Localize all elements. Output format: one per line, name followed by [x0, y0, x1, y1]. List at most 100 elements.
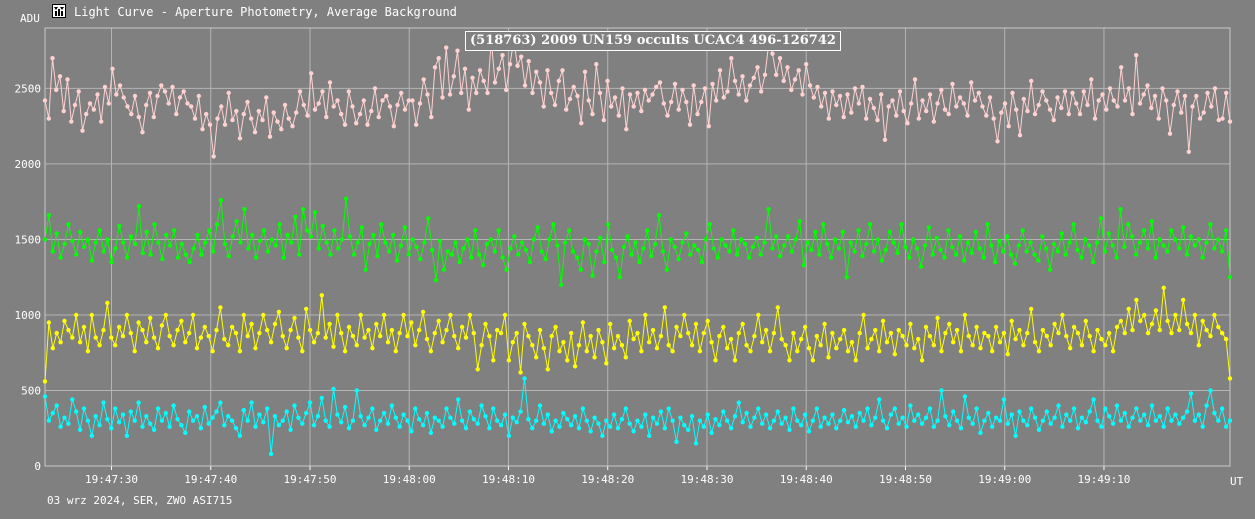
data-point	[775, 409, 780, 414]
data-point	[61, 108, 66, 114]
data-point	[128, 234, 134, 239]
data-point	[312, 107, 318, 112]
data-point	[316, 101, 321, 106]
data-point	[572, 414, 578, 419]
data-point	[491, 358, 496, 363]
data-point	[72, 102, 78, 108]
data-point	[214, 327, 219, 333]
data-point	[335, 98, 340, 103]
data-point	[985, 222, 990, 227]
data-point	[1032, 415, 1038, 420]
data-point	[598, 235, 603, 241]
data-point	[836, 246, 842, 251]
data-point	[1173, 312, 1178, 318]
data-point	[226, 253, 231, 259]
data-point	[966, 415, 971, 420]
data-point	[488, 237, 493, 242]
data-point	[331, 386, 336, 392]
data-point	[510, 415, 515, 420]
data-point	[215, 116, 220, 121]
data-point	[200, 127, 205, 132]
data-point	[177, 95, 183, 100]
data-point	[747, 83, 753, 88]
data-point	[783, 343, 788, 348]
data-point	[1200, 255, 1205, 260]
data-point	[1126, 424, 1131, 429]
data-point	[459, 324, 465, 330]
data-point	[564, 107, 569, 112]
data-point	[393, 349, 398, 354]
data-point	[845, 420, 851, 425]
data-point	[1090, 259, 1096, 265]
data-point	[1186, 149, 1192, 154]
data-point	[654, 421, 660, 426]
data-point	[635, 90, 640, 96]
data-point	[693, 441, 699, 446]
data-point	[155, 93, 160, 99]
data-point	[109, 335, 114, 340]
data-point	[50, 346, 55, 351]
data-point	[939, 87, 944, 93]
data-point	[214, 222, 220, 227]
data-point	[304, 306, 309, 312]
data-point	[865, 346, 870, 351]
data-point	[249, 321, 254, 327]
data-point	[175, 255, 181, 260]
data-point	[237, 136, 243, 141]
data-point	[399, 90, 404, 96]
data-point	[289, 240, 294, 245]
data-point	[1141, 92, 1146, 97]
data-point	[265, 249, 271, 254]
data-point	[300, 207, 306, 212]
data-point	[1145, 83, 1150, 88]
data-point	[385, 421, 391, 426]
data-point	[1126, 86, 1132, 91]
data-point	[882, 137, 888, 142]
data-point	[292, 403, 297, 408]
data-point	[440, 95, 445, 100]
data-point	[919, 421, 925, 426]
data-point	[316, 246, 321, 251]
data-point	[1157, 327, 1163, 333]
data-point	[1044, 98, 1049, 103]
data-point	[1067, 240, 1072, 245]
data-point	[1130, 415, 1135, 420]
data-point	[282, 102, 288, 108]
data-point	[578, 267, 583, 272]
data-point	[1223, 228, 1229, 233]
data-point	[615, 333, 621, 339]
data-point	[253, 346, 258, 351]
data-point	[588, 333, 593, 339]
data-point	[207, 122, 213, 127]
data-point	[719, 237, 724, 242]
data-point	[245, 418, 250, 423]
data-point	[576, 426, 582, 431]
data-point	[774, 72, 779, 78]
data-point	[555, 243, 560, 248]
data-point	[586, 98, 591, 103]
data-point	[837, 93, 843, 99]
data-point	[841, 407, 847, 413]
data-point	[1130, 111, 1135, 117]
data-point	[766, 207, 771, 212]
data-point	[643, 312, 648, 318]
data-point	[210, 415, 215, 420]
data-point	[249, 116, 254, 121]
data-point	[1156, 116, 1161, 121]
data-point	[767, 426, 773, 431]
data-point	[346, 324, 352, 330]
data-point	[834, 346, 839, 351]
data-point	[179, 241, 185, 247]
data-point	[954, 327, 960, 333]
data-point	[1153, 418, 1159, 423]
data-point	[853, 424, 858, 429]
data-point	[631, 429, 636, 434]
data-point	[1002, 101, 1008, 106]
data-point	[357, 111, 363, 117]
data-point	[912, 418, 917, 423]
data-point	[732, 358, 738, 363]
data-point	[647, 433, 652, 438]
data-point	[806, 429, 812, 434]
data-point	[930, 252, 935, 257]
